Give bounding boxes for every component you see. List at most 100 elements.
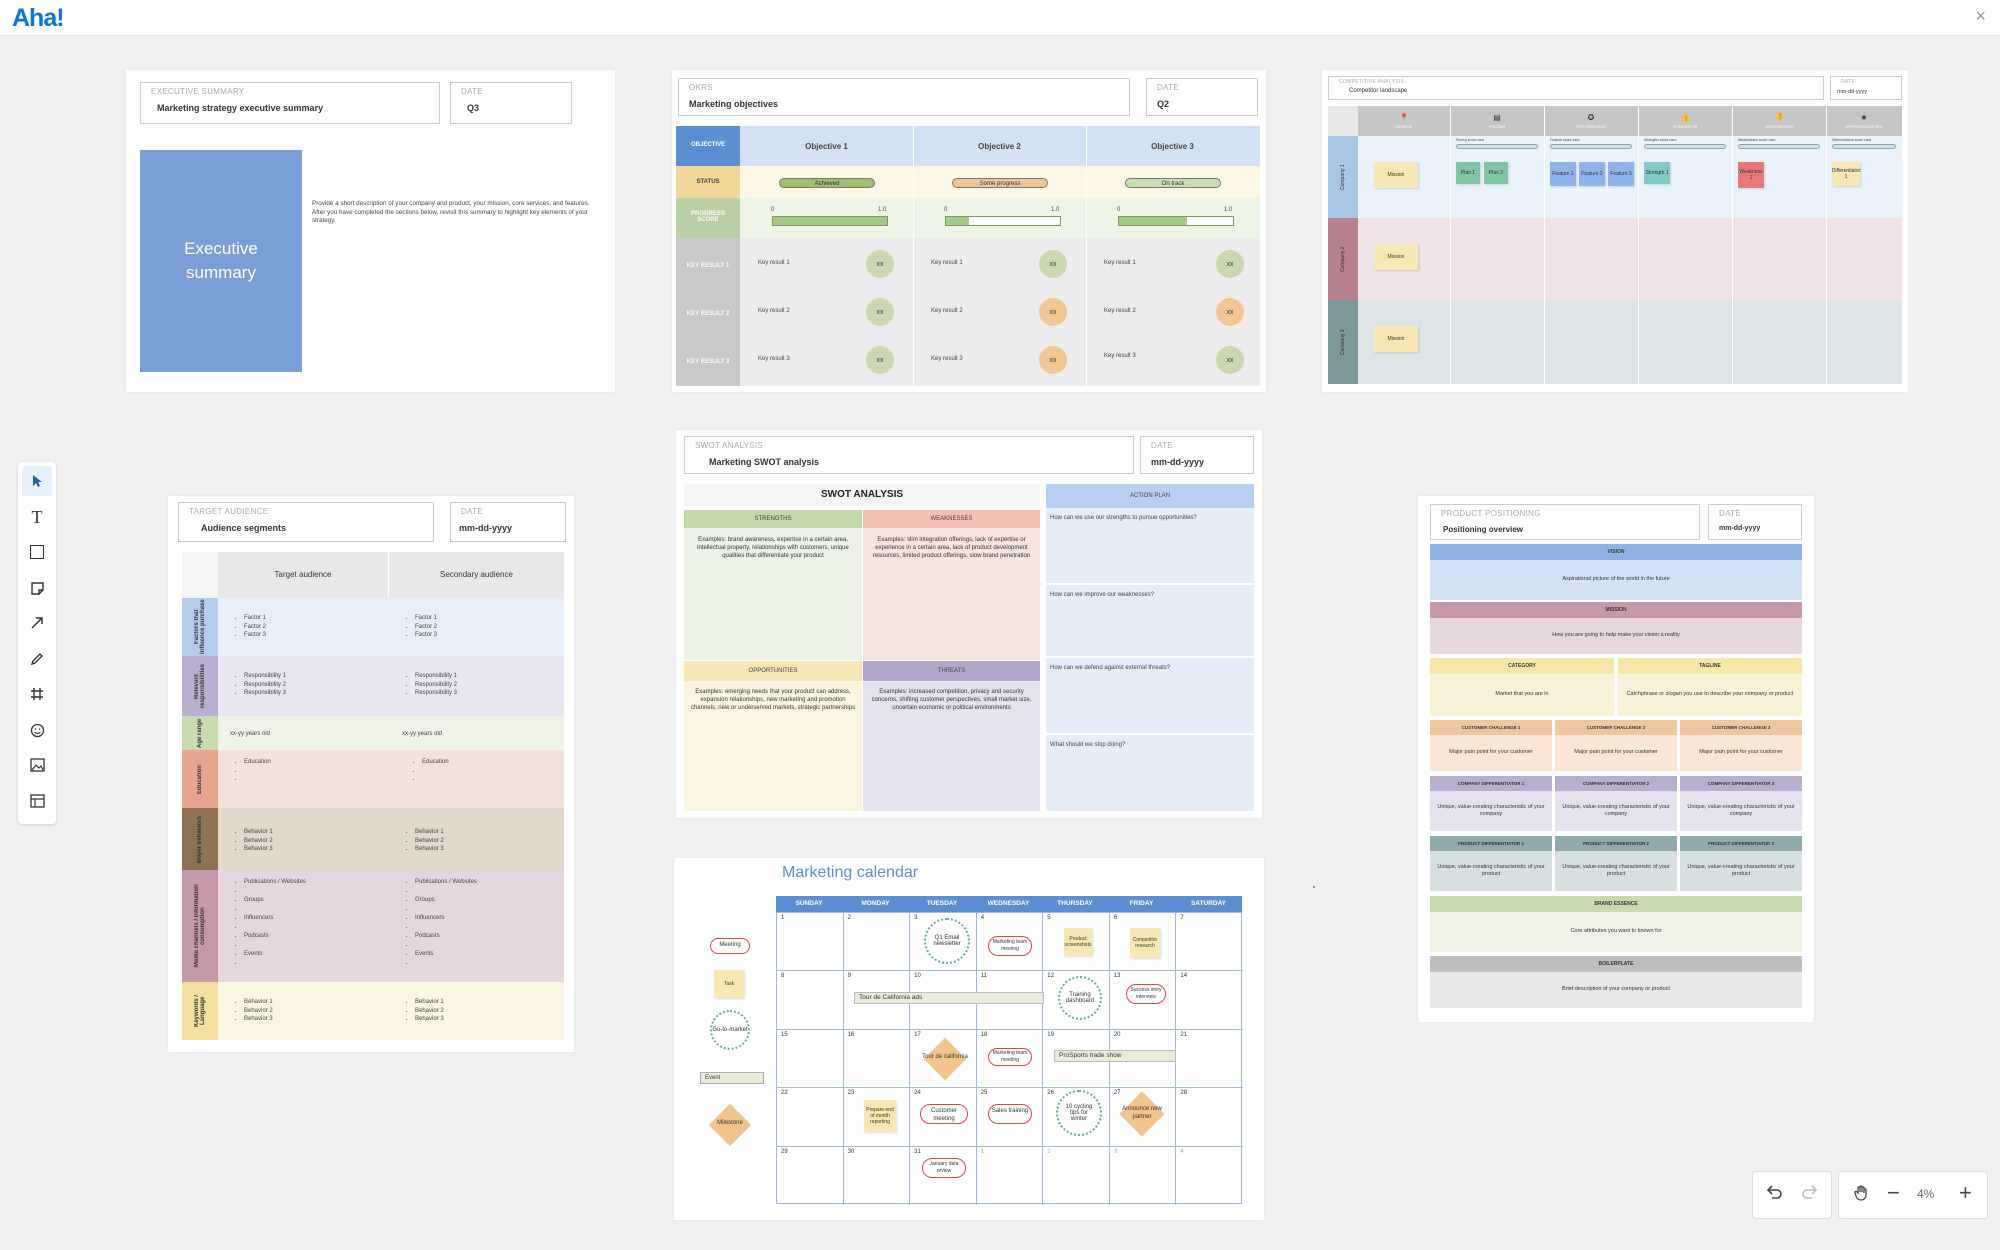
tagline-text: Catchphrase or slogan you use to describ… xyxy=(1618,674,1802,716)
sticky-feature-1[interactable]: Feature 1 xyxy=(1550,162,1576,186)
score-card-label: Pricing score card xyxy=(1456,138,1485,142)
calendar-day-number: 9 xyxy=(847,973,851,980)
comp-date: DATE mm-dd-yyyy xyxy=(1830,76,1902,100)
calendar-day-cell[interactable]: 18 xyxy=(976,1029,1044,1089)
calendar-day-number: 3 xyxy=(1113,1148,1118,1155)
shape-tool-icon[interactable] xyxy=(22,537,52,567)
company-diff-3-header: COMPANY DIFFERENTIATOR 3 xyxy=(1680,776,1802,791)
hand-pan-icon[interactable] xyxy=(1853,1184,1871,1207)
calendar-day-cell[interactable]: 12 xyxy=(1043,971,1110,1030)
close-icon[interactable]: × xyxy=(1975,6,1986,26)
action-question: What should we stop doing? xyxy=(1050,742,1126,748)
gtm-training-dashboard[interactable]: Training dashboard xyxy=(1058,976,1102,1020)
event-january-data-review[interactable]: January data review xyxy=(922,1158,966,1178)
sticky-strength[interactable]: Strength 1 xyxy=(1644,162,1670,184)
calendar-day-cell[interactable]: 24 xyxy=(910,1088,977,1147)
sticky-mission[interactable]: Mission xyxy=(1374,326,1418,352)
event-marketing-meeting-2[interactable]: Marketing team meeting xyxy=(988,1048,1032,1066)
calendar-day-number: 30 xyxy=(847,1148,855,1155)
calendar-day-cell[interactable]: 30 xyxy=(844,1146,911,1205)
sticky-note-tool-icon[interactable] xyxy=(22,573,52,603)
task-product-screenshots[interactable]: Product screenshots xyxy=(1064,928,1092,956)
event-sales-training[interactable]: Sales training xyxy=(988,1104,1032,1124)
marketing-calendar-board[interactable]: Marketing calendar Meeting Task Go-to-ma… xyxy=(674,858,1264,1220)
calendar-day-cell[interactable]: 4 xyxy=(976,913,1044,972)
calendar-day-cell[interactable]: 31 xyxy=(910,1146,977,1205)
executive-summary-board[interactable]: EXECUTIVE SUMMARY Marketing strategy exe… xyxy=(126,70,615,392)
event-q1-email-newsletter[interactable]: Q1 Email newsletter xyxy=(924,918,970,964)
event-tour-de-california-ads[interactable]: Tour de California ads xyxy=(854,992,1044,1004)
calendar-day-cell[interactable]: 26 xyxy=(1043,1088,1110,1147)
status-on-track: On track xyxy=(1125,178,1221,188)
calendar-day-cell[interactable]: 17 xyxy=(910,1029,977,1089)
calendar-day-number: 29 xyxy=(781,1148,788,1155)
calendar-day-cell[interactable]: 7 xyxy=(1176,913,1243,972)
calendar-day-number: 8 xyxy=(781,973,785,980)
product-positioning-board[interactable]: PRODUCT POSITIONING Positioning overview… xyxy=(1418,496,1814,1022)
select-tool-icon[interactable] xyxy=(22,466,52,496)
milestone-announce-partner[interactable]: Announce new partner xyxy=(1122,1106,1162,1120)
calendar-day-cell[interactable]: 3 xyxy=(910,913,977,972)
challenge-1-header: CUSTOMER CHALLENGE 1 xyxy=(1430,720,1552,735)
calendar-day-cell[interactable]: 23 xyxy=(843,1088,911,1147)
task-prepare-reporting[interactable]: Prepare end of month reporting xyxy=(864,1100,896,1132)
pen-tool-icon[interactable] xyxy=(22,644,52,674)
calendar-day-cell[interactable]: 3 xyxy=(1110,1146,1177,1205)
calendar-day-cell[interactable]: 6 xyxy=(1109,913,1177,972)
swot-board[interactable]: SWOT ANALYSIS Marketing SWOT analysis DA… xyxy=(676,430,1262,818)
emoji-tool-icon[interactable] xyxy=(22,715,52,745)
kr-text: Key result 2 xyxy=(931,308,963,314)
event-success-story-interview[interactable]: Success story interview xyxy=(1126,984,1166,1004)
zoom-level[interactable]: 4% xyxy=(1917,1187,1935,1201)
calendar-day-cell[interactable]: 28 xyxy=(1176,1088,1243,1147)
sticky-plan-2[interactable]: Plan 2 xyxy=(1484,162,1508,184)
calendar-day-cell[interactable]: 25 xyxy=(976,1088,1044,1147)
objective-3-title: Objective 3 xyxy=(1151,142,1194,151)
table-tool-icon[interactable] xyxy=(22,786,52,816)
sticky-mission[interactable]: Mission xyxy=(1374,244,1418,270)
connector-tool-icon[interactable] xyxy=(22,608,52,638)
event-customer-meeting[interactable]: Customer meeting xyxy=(920,1104,968,1124)
calendar-day-cell[interactable]: 1 xyxy=(977,1146,1044,1205)
image-tool-icon[interactable] xyxy=(22,750,52,780)
okr-board[interactable]: OKRs Marketing objectives DATE Q2 OBJECT… xyxy=(672,70,1266,392)
gtm-cycling-tips[interactable]: 10 cycling tips for winter xyxy=(1056,1090,1102,1136)
okr-row-progress: PROGRESS SCORE xyxy=(690,211,725,223)
milestone-tour-de-california[interactable]: Tour de california xyxy=(922,1054,968,1061)
calendar-day-cell[interactable]: 4 xyxy=(1176,1147,1243,1205)
undo-icon[interactable] xyxy=(1765,1184,1783,1205)
calendar-day-cell[interactable]: 14 xyxy=(1176,971,1243,1030)
sticky-differentiator[interactable]: Differentiator 1 xyxy=(1832,162,1860,186)
calendar-day-cell[interactable]: 27 xyxy=(1109,1088,1177,1147)
frame-tool-icon[interactable] xyxy=(22,679,52,709)
competitive-analysis-board[interactable]: COMPETITIVE ANALYSIS Competitor landscap… xyxy=(1322,70,1908,392)
calendar-day-cell[interactable]: 29 xyxy=(777,1146,844,1205)
sticky-weakness[interactable]: Weakness 1 xyxy=(1738,162,1764,188)
comp-header: COMPETITIVE ANALYSIS Competitor landscap… xyxy=(1328,76,1824,100)
target-audience-board[interactable]: TARGET AUDIENCE Audience segments DATE m… xyxy=(168,496,574,1052)
calendar-day-cell[interactable]: 15 xyxy=(777,1029,844,1089)
calendar-day-cell[interactable]: 21 xyxy=(1176,1030,1243,1089)
redo-icon[interactable] xyxy=(1801,1184,1819,1205)
calendar-day-cell[interactable]: 2 xyxy=(843,913,911,972)
zoom-in-icon[interactable]: + xyxy=(1959,1180,1972,1205)
sticky-feature-3[interactable]: Feature 3 xyxy=(1608,162,1634,186)
event-prosports-trade-show[interactable]: ProSports trade show xyxy=(1054,1050,1176,1062)
calendar-day-cell[interactable]: 8 xyxy=(777,971,844,1030)
text-tool-icon[interactable]: T xyxy=(31,506,43,527)
aha-logo[interactable]: Aha! xyxy=(12,4,65,32)
calendar-day-cell[interactable]: 16 xyxy=(843,1029,911,1089)
calendar-day-cell[interactable]: 2 xyxy=(1043,1146,1110,1205)
calendar-day-number: 1 xyxy=(980,1148,985,1155)
sticky-plan-1[interactable]: Plan 1 xyxy=(1456,162,1480,184)
calendar-day-cell[interactable]: 13 xyxy=(1109,971,1177,1030)
calendar-day-cell[interactable]: 22 xyxy=(777,1088,844,1147)
sticky-mission[interactable]: Mission xyxy=(1374,162,1418,188)
sticky-feature-2[interactable]: Feature 2 xyxy=(1579,162,1605,186)
event-marketing-meeting[interactable]: Marketing team meeting xyxy=(988,936,1032,956)
calendar-day-cell[interactable]: 1 xyxy=(777,913,844,972)
calendar-day-cell[interactable]: 5 xyxy=(1043,913,1110,972)
zoom-out-icon[interactable]: − xyxy=(1887,1180,1900,1205)
challenge-2-header: CUSTOMER CHALLENGE 2 xyxy=(1555,720,1677,735)
task-competitor-research[interactable]: Competitor research xyxy=(1130,928,1160,958)
